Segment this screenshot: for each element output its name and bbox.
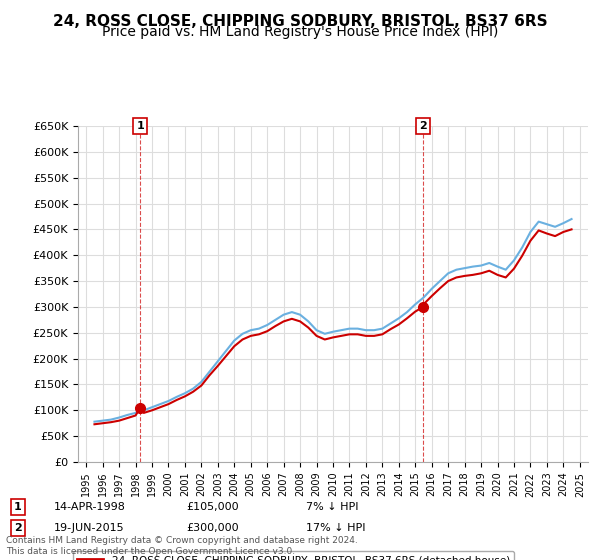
Legend: 24, ROSS CLOSE, CHIPPING SODBURY, BRISTOL, BS37 6RS (detached house), HPI: Avera: 24, ROSS CLOSE, CHIPPING SODBURY, BRISTO… (73, 551, 514, 560)
Text: Price paid vs. HM Land Registry's House Price Index (HPI): Price paid vs. HM Land Registry's House … (102, 25, 498, 39)
Text: Contains HM Land Registry data © Crown copyright and database right 2024.
This d: Contains HM Land Registry data © Crown c… (6, 536, 358, 556)
Text: 2: 2 (14, 523, 22, 533)
Text: £105,000: £105,000 (186, 502, 239, 512)
Text: 7% ↓ HPI: 7% ↓ HPI (306, 502, 359, 512)
Text: 14-APR-1998: 14-APR-1998 (54, 502, 126, 512)
Text: 1: 1 (14, 502, 22, 512)
Text: 2: 2 (419, 121, 427, 131)
Text: £300,000: £300,000 (186, 523, 239, 533)
Text: 1: 1 (136, 121, 144, 131)
Text: 17% ↓ HPI: 17% ↓ HPI (306, 523, 365, 533)
Text: 19-JUN-2015: 19-JUN-2015 (54, 523, 125, 533)
Text: 24, ROSS CLOSE, CHIPPING SODBURY, BRISTOL, BS37 6RS: 24, ROSS CLOSE, CHIPPING SODBURY, BRISTO… (53, 14, 547, 29)
